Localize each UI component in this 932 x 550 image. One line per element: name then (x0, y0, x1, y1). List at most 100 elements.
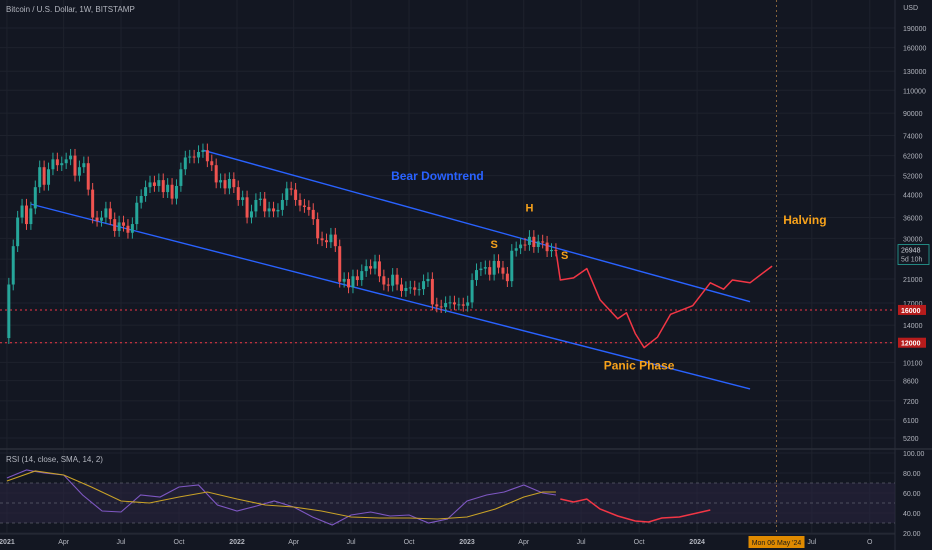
candle-body (536, 241, 540, 247)
rsi-series-rsi_projection (560, 498, 711, 523)
candle-body (320, 238, 324, 241)
rsi-axis[interactable]: 100.00 80.00 60.00 40.00 20.00 (903, 451, 925, 538)
rsi-tick-label: 60.00 (903, 491, 921, 498)
candle-body (104, 208, 108, 218)
time-tick-label: Jul (577, 539, 586, 546)
candle-body (395, 274, 399, 285)
candle-body (210, 161, 214, 166)
candle-body (236, 187, 240, 200)
candle-body (254, 199, 258, 212)
candle-body (113, 219, 117, 231)
price-levels (0, 309, 895, 344)
candle-body (391, 274, 395, 286)
candle-body (541, 241, 545, 243)
time-axis[interactable]: 2021 Apr Jul Oct 2022 Apr Jul Oct 2023 Apr Jul Oct 2… (0, 539, 873, 546)
candle-body (139, 195, 143, 203)
level-tag-16000 (898, 304, 926, 315)
current-price-value: 26948 (901, 248, 921, 255)
candle-body (11, 246, 15, 285)
price-axis[interactable]: 190000 160000 130000 110000 90000 74000 62000 5… (903, 26, 926, 443)
candle-body (144, 187, 148, 196)
level-tag-label: 12000 (901, 341, 921, 348)
candle-body (351, 276, 355, 288)
time-tick-label: Oct (174, 539, 185, 546)
annotation-label: Bear Downtrend (391, 169, 484, 183)
price-tick-label: 7200 (903, 399, 919, 406)
time-tick-label: 2024 (689, 539, 705, 546)
candle-body (174, 185, 178, 199)
candle-body (166, 184, 170, 193)
candle-body (267, 208, 271, 212)
candle-body (461, 304, 465, 306)
candle-body (527, 236, 531, 245)
candle-body (47, 169, 51, 185)
candle-body (69, 155, 73, 160)
candle-body (307, 206, 311, 210)
time-tick-label: Jul (807, 539, 816, 546)
candle-body (51, 159, 55, 170)
rsi-tick-label: 20.00 (903, 531, 921, 538)
annotation-label: S (490, 239, 497, 251)
candle-body (554, 249, 558, 251)
channel-lower-line (30, 203, 751, 390)
candle-body (130, 224, 134, 233)
candle-body (219, 180, 223, 183)
candle-body (324, 240, 328, 243)
candle-body (294, 189, 298, 200)
candle-body (183, 157, 187, 170)
price-tick-label: 44000 (903, 193, 923, 200)
candle-body (514, 248, 518, 251)
rsi-tick-label: 80.00 (903, 471, 921, 478)
candles[interactable] (7, 143, 558, 344)
price-tick-label: 160000 (903, 46, 926, 53)
marker-date-tag (748, 536, 805, 548)
price-tick-label: 110000 (903, 88, 926, 95)
candle-body (152, 182, 156, 186)
candle-body (452, 302, 456, 305)
price-tick-label: 62000 (903, 154, 923, 161)
candle-body (298, 199, 302, 206)
candle-body (430, 278, 434, 305)
candle-body (99, 217, 103, 221)
price-tags: 26948 5d 10h 16000 12000 Mon 06 May '24 (748, 244, 930, 548)
current-price-countdown: 5d 10h (901, 257, 923, 264)
candle-body (373, 261, 377, 269)
candle-body (523, 244, 527, 246)
price-tick-label: 10100 (903, 360, 923, 367)
candle-body (497, 260, 501, 268)
candle-body (510, 250, 514, 282)
candle-body (60, 163, 64, 166)
candle-body (501, 267, 505, 274)
price-tick-label: 52000 (903, 174, 923, 181)
candle-body (364, 266, 368, 272)
projection-path (555, 250, 773, 349)
candle-body (197, 151, 201, 158)
level-tag-label: 16000 (901, 308, 921, 315)
rsi-tick-label: 40.00 (903, 511, 921, 518)
candle-body (214, 165, 218, 183)
candle-body (338, 246, 342, 282)
candle-body (532, 236, 536, 247)
rsi-series-rsi (6, 469, 556, 526)
candle-body (227, 178, 231, 189)
annotation-label: Halving (783, 213, 826, 227)
candle-body (519, 244, 523, 249)
candle-body (492, 260, 496, 275)
time-tick-label: Oct (634, 539, 645, 546)
rsi-series-sma (6, 470, 556, 520)
candle-body (82, 163, 86, 168)
candle-body (161, 180, 165, 193)
candle-body (316, 219, 320, 239)
price-tick-label: 21000 (903, 277, 923, 284)
candle-body (29, 208, 33, 225)
price-tick-label: 6100 (903, 418, 919, 425)
rsi-band (0, 482, 895, 524)
annotations: Bear Downtrend H S S Panic Phase Halving (391, 169, 826, 372)
price-tick-label: 17000 (903, 301, 923, 308)
channel-lines (30, 149, 751, 390)
candle-body (444, 303, 448, 308)
candle-body (122, 222, 126, 226)
candle-body (117, 222, 121, 231)
annotation-label: S (561, 250, 568, 262)
